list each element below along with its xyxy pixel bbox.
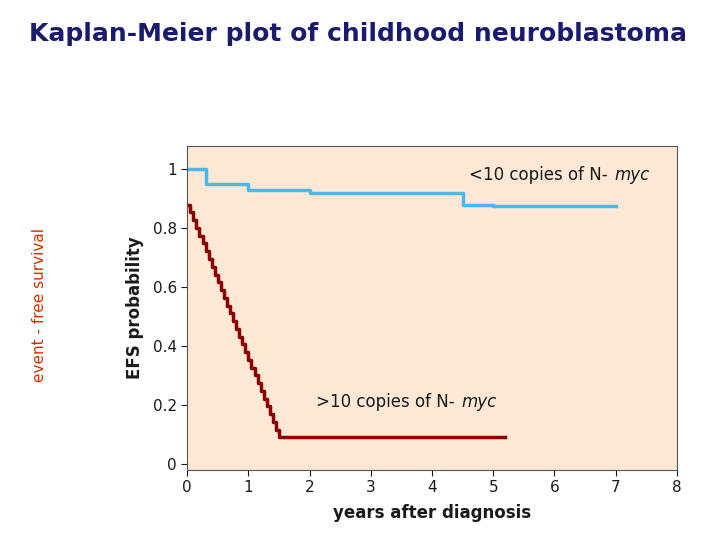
X-axis label: years after diagnosis: years after diagnosis bbox=[333, 503, 531, 522]
Text: myc: myc bbox=[614, 166, 649, 184]
Text: >10 copies of N-: >10 copies of N- bbox=[316, 393, 454, 411]
Text: event - free survival: event - free survival bbox=[32, 228, 47, 382]
Text: <10 copies of N-: <10 copies of N- bbox=[469, 166, 608, 184]
Text: myc: myc bbox=[462, 393, 497, 411]
Text: Kaplan-Meier plot of childhood neuroblastoma: Kaplan-Meier plot of childhood neuroblas… bbox=[29, 22, 687, 45]
Y-axis label: EFS probability: EFS probability bbox=[126, 237, 144, 379]
